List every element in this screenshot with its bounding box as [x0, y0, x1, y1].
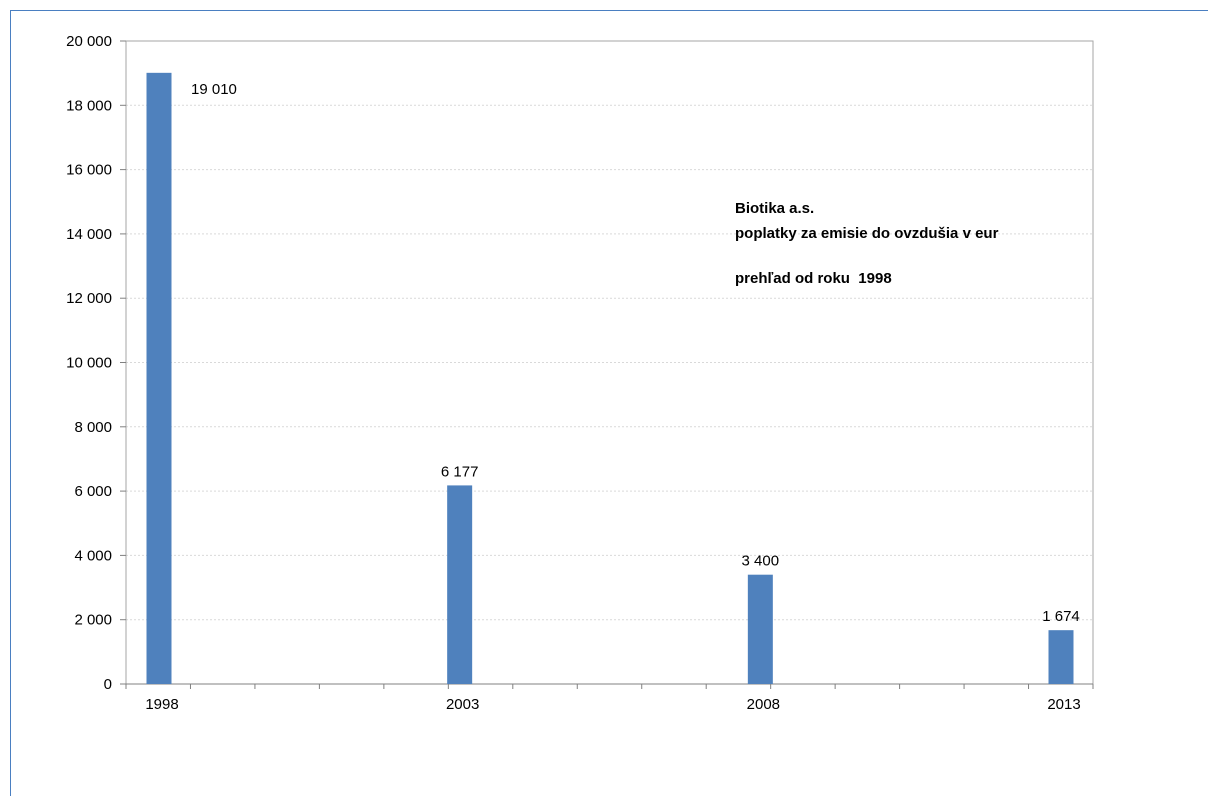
y-tick-label: 18 000	[66, 97, 112, 114]
y-tick-label: 0	[104, 676, 112, 693]
y-tick-label: 14 000	[66, 226, 112, 243]
x-tick-label: 2013	[1047, 696, 1080, 713]
y-tick-label: 6 000	[74, 483, 112, 500]
y-tick-label: 2 000	[74, 612, 112, 629]
y-tick-label: 10 000	[66, 355, 112, 372]
x-tick-label: 2008	[747, 696, 780, 713]
data-label: 19 010	[191, 81, 237, 98]
data-labels: 19 010 6 177 3 400 1 674	[191, 81, 1080, 625]
y-tick-label: 12 000	[66, 290, 112, 307]
y-tick-label: 8 000	[74, 419, 112, 436]
x-tick-label: 1998	[145, 696, 178, 713]
x-axis: 1998 2003 2008 2013	[125, 683, 1094, 713]
y-tick-label: 20 000	[66, 33, 112, 50]
data-label: 3 400	[742, 553, 780, 570]
bar-2003	[447, 485, 473, 684]
bar-1998	[146, 72, 172, 685]
x-tick-label: 2003	[446, 696, 479, 713]
y-tick-label: 4 000	[74, 547, 112, 564]
data-label: 1 674	[1042, 608, 1080, 625]
gridlines	[126, 104, 1093, 621]
bars	[146, 72, 1074, 685]
y-axis: 0 2 000 4 000 6 000 8 000 10 000 12 000 14 000 1…	[66, 33, 126, 693]
data-label: 6 177	[441, 463, 479, 480]
y-tick-label: 16 000	[66, 162, 112, 179]
bar-2013	[1048, 630, 1074, 684]
annotation-line-3: prehľad od roku 1998	[735, 270, 892, 287]
annotation-line-1: Biotika a.s.	[735, 200, 814, 217]
bar-2008	[747, 574, 773, 684]
chart-frame	[10, 10, 1208, 796]
annotation-line-2: poplatky za emisie do ovzdušia v eur	[735, 225, 999, 242]
